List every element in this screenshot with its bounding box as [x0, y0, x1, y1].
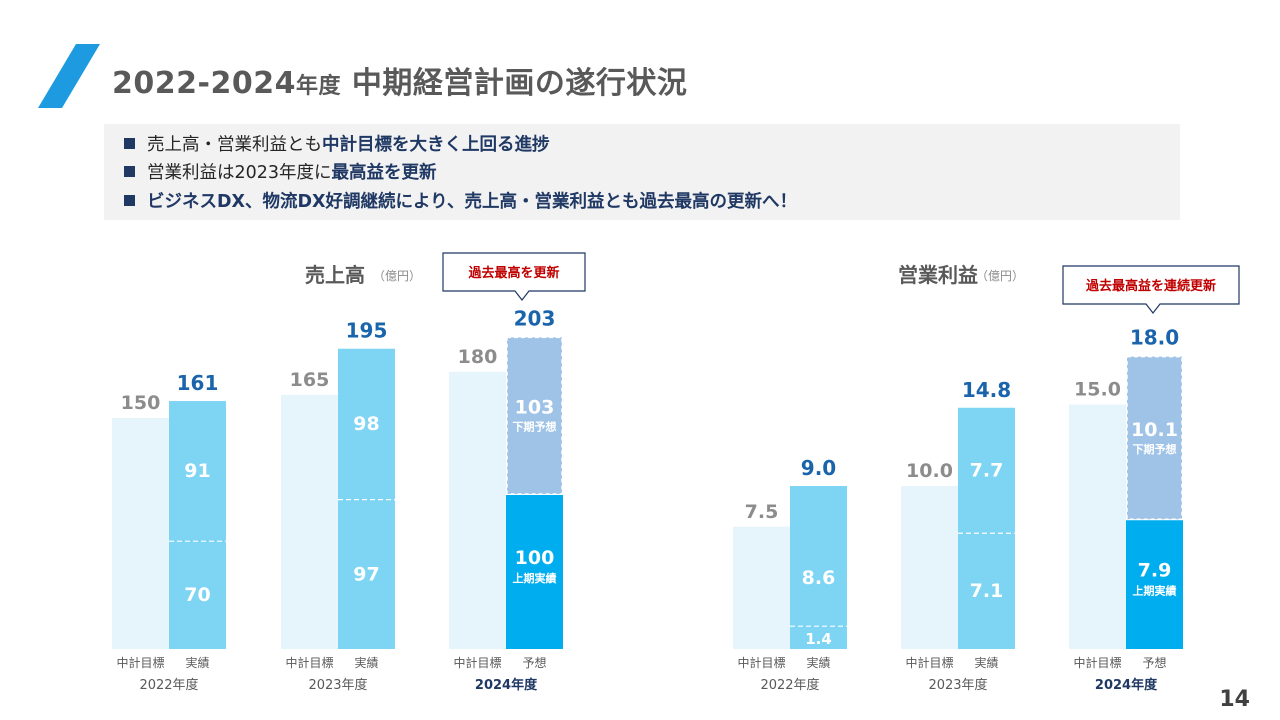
target-bar [733, 526, 790, 649]
year-label: 2023年度 [308, 677, 367, 693]
target-value-label: 180 [458, 346, 498, 368]
bar-caption-actual: 予想 [522, 655, 546, 670]
segment-caption: 下期予想 [513, 420, 557, 434]
bar-caption-target: 中計目標 [285, 655, 333, 670]
target-value-label: 165 [290, 369, 330, 391]
segment-value-label: 70 [184, 584, 210, 606]
accent-slash-icon [38, 44, 100, 108]
year-label: 2023年度 [928, 677, 987, 693]
h2-forecast-bar [1126, 355, 1183, 520]
actual-bar [169, 401, 226, 649]
bar-caption-target: 中計目標 [737, 655, 785, 670]
callout-text: 過去最高を更新 [467, 265, 559, 281]
actual-bar [790, 486, 847, 649]
segment-caption: 上期実績 [1133, 584, 1177, 598]
target-value-label: 150 [121, 392, 161, 414]
target-bar [1069, 404, 1126, 649]
chart-unit-label: （億円） [976, 269, 1024, 283]
bar-caption-actual: 実績 [806, 655, 830, 670]
chart-unit-label: （億円） [373, 269, 421, 283]
h2-forecast-bar [506, 336, 563, 495]
target-bar [112, 418, 169, 649]
target-value-label: 15.0 [1074, 379, 1121, 401]
chart-title: 営業利益 [898, 263, 978, 287]
year-label: 2022年度 [139, 677, 198, 693]
segment-value-label: 7.1 [970, 580, 1004, 602]
summary-bullet: ビジネスDX、物流DX好調継続により、売上高・営業利益とも過去最高の更新へ！ [124, 188, 797, 213]
page-title: 2022-2024年度 中期経営計画の遂行状況 [112, 66, 688, 101]
segment-value-label: 8.6 [802, 567, 836, 589]
actual-total-label: 195 [346, 319, 388, 343]
h1-actual-bar [506, 495, 563, 649]
target-bar [281, 394, 338, 649]
callout-box [1062, 265, 1240, 314]
actual-total-label: 203 [514, 306, 556, 330]
callout-text: 過去最高益を連続更新 [1085, 278, 1216, 294]
segment-value-label: 100 [515, 547, 555, 569]
segment-value-label: 7.9 [1138, 560, 1172, 582]
actual-total-label: 161 [177, 371, 219, 395]
bar-caption-actual: 実績 [354, 655, 378, 670]
year-label: 2022年度 [760, 677, 819, 693]
year-label: 2024年度 [475, 677, 538, 693]
bar-caption-target: 中計目標 [116, 655, 164, 670]
bar-caption-actual: 実績 [974, 655, 998, 670]
segment-caption: 上期実績 [513, 571, 557, 585]
segment-caption: 下期予想 [1133, 442, 1177, 456]
segment-value-label: 10.1 [1131, 419, 1178, 441]
bar-caption-target: 中計目標 [1073, 655, 1121, 670]
segment-value-label: 91 [184, 460, 210, 482]
chart-title: 売上高 [305, 263, 365, 287]
segment-value-label: 97 [353, 563, 379, 585]
segment-value-label: 7.7 [970, 460, 1004, 482]
year-label: 2024年度 [1095, 677, 1158, 693]
target-bar [449, 371, 506, 649]
bar-caption-actual: 実績 [185, 655, 209, 670]
target-value-label: 7.5 [745, 501, 779, 523]
target-bar [901, 486, 958, 649]
square-bullet-icon [124, 138, 135, 149]
actual-total-label: 18.0 [1130, 326, 1179, 350]
page-number: 14 [1219, 687, 1250, 712]
actual-bar [338, 348, 395, 649]
segment-value-label: 103 [515, 397, 555, 419]
actual-bar [958, 407, 1015, 649]
summary-bullet: 営業利益は2023年度に最高益を更新 [124, 159, 437, 184]
summary-box: 売上高・営業利益とも中計目標を大きく上回る進捗 営業利益は2023年度に最高益を… [104, 124, 1180, 220]
callout-box [442, 252, 586, 301]
actual-total-label: 14.8 [962, 378, 1011, 402]
bar-caption-target: 中計目標 [453, 655, 501, 670]
target-value-label: 10.0 [906, 460, 953, 482]
segment-value-label: 1.4 [805, 630, 832, 648]
square-bullet-icon [124, 166, 135, 177]
bar-caption-actual: 予想 [1142, 655, 1166, 670]
segment-value-label: 98 [353, 413, 379, 435]
square-bullet-icon [124, 195, 135, 206]
summary-bullet: 売上高・営業利益とも中計目標を大きく上回る進捗 [124, 131, 550, 156]
actual-total-label: 9.0 [801, 456, 836, 480]
bar-caption-target: 中計目標 [905, 655, 953, 670]
h1-actual-bar [1126, 520, 1183, 649]
